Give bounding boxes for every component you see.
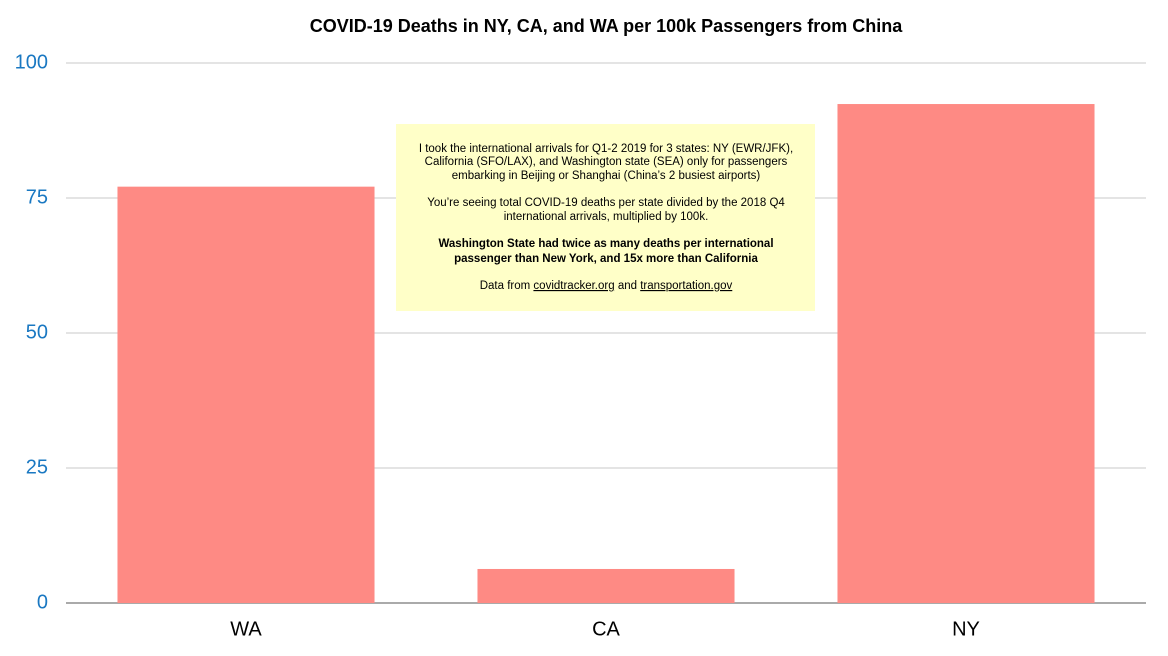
annotation-text: I took the international arrivals for Q1… (419, 143, 793, 155)
x-tick-label: CA (592, 618, 620, 640)
annotation: I took the international arrivals for Q1… (396, 124, 815, 311)
y-tick-label: 0 (37, 591, 48, 613)
y-tick-label: 75 (26, 186, 48, 208)
source-text: and (618, 280, 637, 292)
annotation-source: Data from covidtracker.org and transportati… (480, 280, 733, 292)
bar (117, 186, 375, 603)
bar (477, 568, 735, 603)
annotation-text: embarking in Beijing or Shanghai (China’… (452, 170, 761, 182)
x-tick-label: NY (952, 618, 980, 640)
bar (837, 104, 1095, 603)
annotation-text: international arrivals, multiplied by 10… (504, 211, 709, 223)
annotation-box (396, 124, 815, 311)
annotation-text: passenger than New York, and 15x more th… (454, 253, 758, 265)
x-tick-label: WA (230, 618, 262, 640)
annotation-text: You’re seeing total COVID-19 deaths per … (427, 197, 785, 209)
source-text: Data from (480, 280, 531, 292)
y-tick-label: 50 (26, 321, 48, 343)
source-link: transportation.gov (640, 280, 732, 292)
chart-title: COVID-19 Deaths in NY, CA, and WA per 10… (310, 16, 903, 36)
y-tick-label: 25 (26, 456, 48, 478)
annotation-text: California (SFO/LAX), and Washington sta… (425, 156, 788, 168)
source-link: covidtracker.org (533, 280, 614, 292)
annotation-text: Washington State had twice as many death… (438, 238, 773, 250)
y-tick-label: 100 (15, 51, 48, 73)
